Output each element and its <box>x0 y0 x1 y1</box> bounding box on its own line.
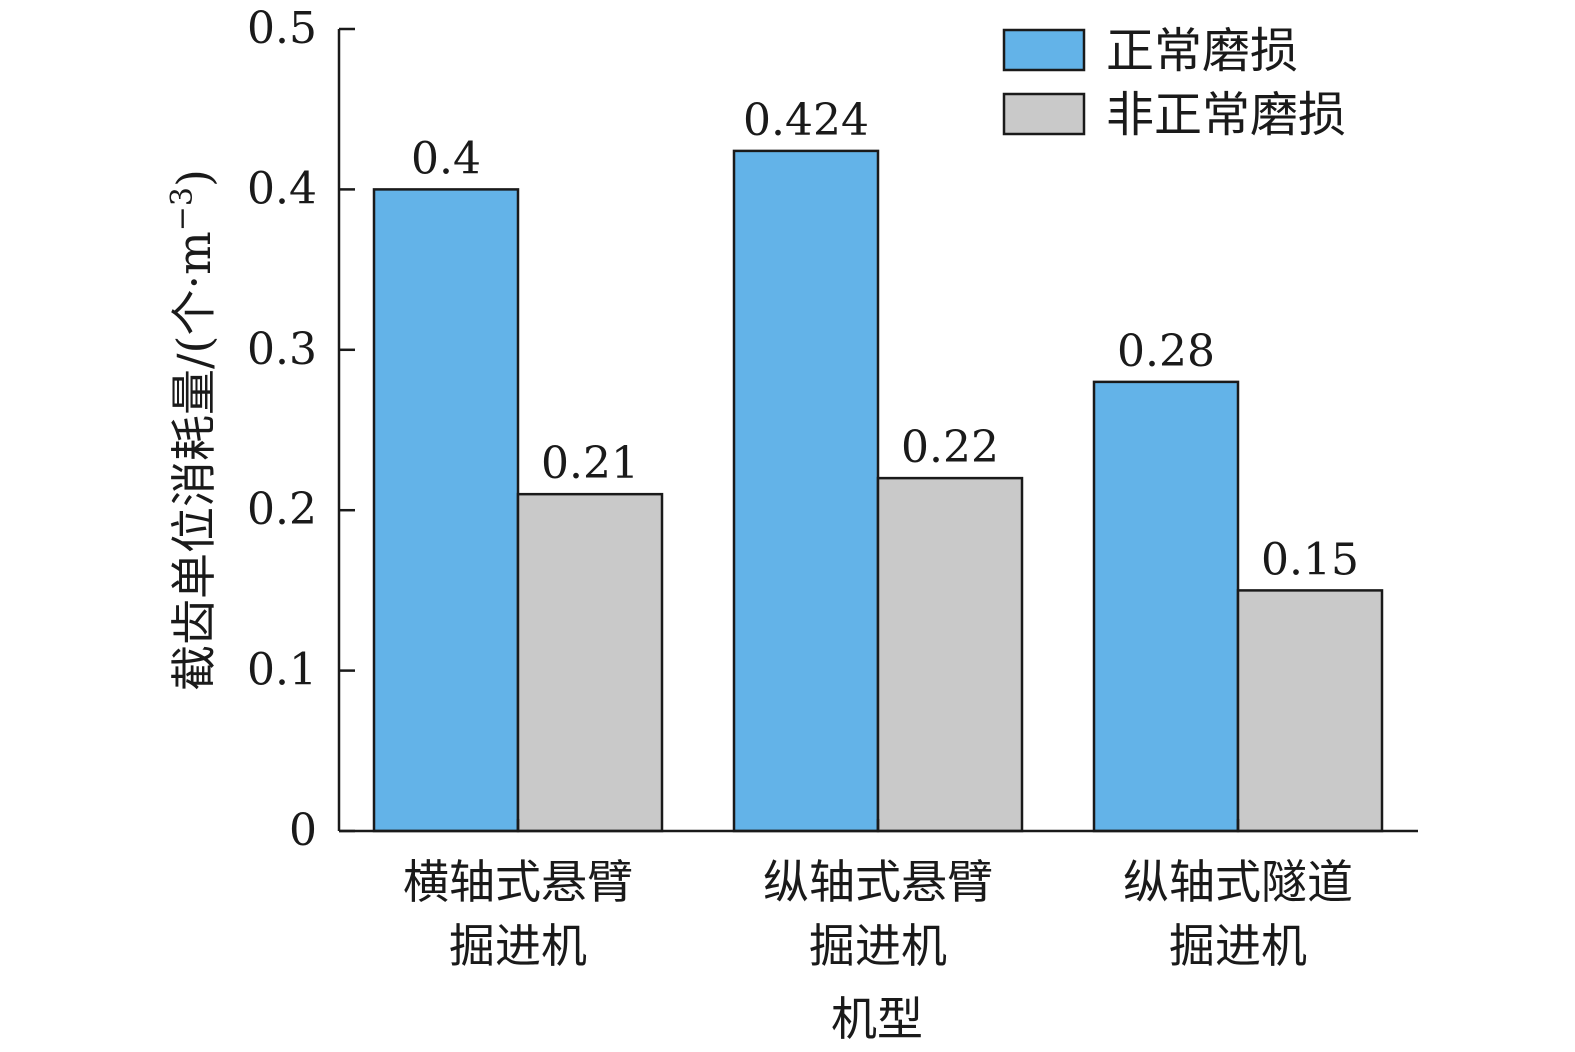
category-label-line2: 掘进机 <box>809 919 947 973</box>
data-labels: 0.4 0.21 0.424 0.22 0.28 0.15 <box>411 95 1359 585</box>
data-label: 0.424 <box>743 95 869 146</box>
category-label-line2: 掘进机 <box>1169 919 1307 973</box>
category-label-line1: 纵轴式隧道 <box>1123 855 1353 909</box>
bars <box>372 149 1384 833</box>
bar-normal-wear <box>372 188 520 833</box>
y-axis-title: 截齿单位消耗量/(个·m−3) <box>165 169 221 691</box>
data-label: 0.15 <box>1261 534 1359 585</box>
data-label: 0.22 <box>901 422 999 473</box>
y-axis-title-text: 截齿单位消耗量/(个·m <box>167 231 221 691</box>
y-axis-title-close: ) <box>167 169 221 187</box>
category-label-line1: 横轴式悬臂 <box>403 855 633 909</box>
bar-normal-wear <box>1092 380 1240 833</box>
y-tick-label: 0 <box>289 805 317 856</box>
data-label: 0.4 <box>411 133 481 184</box>
y-tick-label: 0.2 <box>247 484 317 535</box>
y-tick-label: 0.5 <box>247 3 317 54</box>
y-ticks: 0 0.1 0.2 0.3 0.4 0.5 <box>247 3 355 856</box>
y-tick-label: 0.4 <box>247 163 317 214</box>
data-label: 0.21 <box>541 438 639 489</box>
axes <box>337 29 1418 833</box>
bar-abnormal-wear <box>1236 589 1384 833</box>
y-tick-label: 0.3 <box>247 324 317 375</box>
bar-normal-wear <box>732 149 880 833</box>
category-label-line1: 纵轴式悬臂 <box>763 855 993 909</box>
y-axis-title-superscript: −3 <box>165 187 200 231</box>
legend-label-normal-wear: 正常磨损 <box>1106 23 1298 79</box>
legend-label-abnormal-wear: 非正常磨损 <box>1106 87 1346 143</box>
legend-swatch-abnormal-wear <box>1002 92 1086 136</box>
legend-swatch-normal-wear <box>1002 28 1086 72</box>
x-axis-title: 机型 <box>831 992 923 1046</box>
data-label: 0.28 <box>1117 326 1215 377</box>
svg-text:截齿单位消耗量/(个·m−3): 截齿单位消耗量/(个·m−3) <box>165 169 221 691</box>
bar-abnormal-wear <box>516 492 664 833</box>
y-tick-label: 0.1 <box>247 645 317 696</box>
category-label-line2: 掘进机 <box>449 919 587 973</box>
bar-abnormal-wear <box>876 476 1024 833</box>
